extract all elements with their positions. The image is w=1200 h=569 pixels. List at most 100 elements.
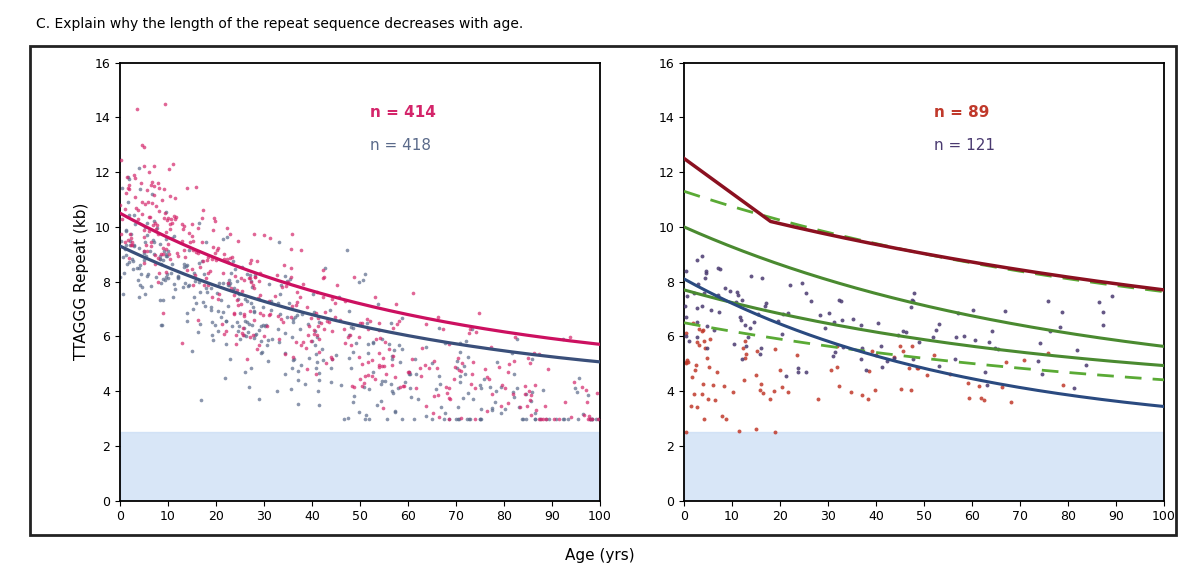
Point bbox=[1103, 291, 1122, 300]
Point bbox=[1038, 297, 1057, 306]
Point bbox=[130, 244, 149, 253]
Point bbox=[564, 377, 583, 386]
Point bbox=[382, 318, 401, 327]
Point bbox=[164, 232, 184, 241]
Point bbox=[218, 302, 238, 311]
Point bbox=[1090, 298, 1109, 307]
Point bbox=[372, 380, 391, 389]
Point bbox=[470, 380, 490, 389]
Point bbox=[292, 361, 311, 370]
Point bbox=[241, 277, 260, 286]
Point bbox=[734, 376, 754, 385]
Point bbox=[451, 413, 470, 422]
Point bbox=[151, 254, 170, 263]
Point bbox=[182, 232, 202, 241]
Point bbox=[871, 341, 890, 350]
Point bbox=[449, 414, 468, 423]
Point bbox=[119, 183, 138, 192]
Point bbox=[536, 414, 556, 423]
Point bbox=[970, 382, 989, 391]
Point bbox=[142, 237, 161, 246]
Point bbox=[182, 219, 202, 228]
Point bbox=[449, 402, 468, 411]
Point bbox=[472, 405, 491, 414]
Point bbox=[230, 308, 250, 318]
Point bbox=[235, 316, 254, 325]
Point bbox=[371, 397, 390, 406]
Point bbox=[474, 374, 493, 384]
Point bbox=[863, 347, 882, 356]
Point bbox=[852, 354, 871, 364]
Point bbox=[908, 363, 928, 372]
Point bbox=[134, 232, 154, 241]
Point bbox=[155, 100, 174, 109]
Point bbox=[424, 408, 443, 417]
Point bbox=[731, 316, 750, 325]
Point bbox=[218, 258, 238, 267]
Point bbox=[466, 414, 485, 423]
Point bbox=[299, 319, 318, 328]
Point bbox=[328, 281, 347, 290]
Point bbox=[454, 394, 473, 403]
Point bbox=[463, 357, 482, 366]
Point bbox=[221, 254, 240, 263]
Point bbox=[578, 391, 598, 400]
Point bbox=[431, 379, 450, 388]
Point bbox=[307, 333, 326, 342]
Point bbox=[148, 224, 167, 233]
Point bbox=[198, 255, 217, 265]
Point bbox=[188, 248, 208, 257]
Point bbox=[185, 271, 204, 280]
Point bbox=[412, 371, 431, 380]
Point bbox=[248, 257, 268, 266]
Point bbox=[827, 362, 846, 372]
Point bbox=[398, 368, 418, 377]
Point bbox=[154, 256, 173, 265]
Point bbox=[694, 415, 713, 424]
Point bbox=[343, 348, 362, 357]
Point bbox=[749, 309, 768, 318]
Point bbox=[433, 325, 452, 334]
Point bbox=[688, 304, 707, 313]
Point bbox=[140, 212, 160, 221]
Point bbox=[323, 294, 342, 303]
Point bbox=[146, 225, 166, 234]
Point bbox=[407, 384, 426, 393]
Point bbox=[793, 279, 812, 288]
Point bbox=[110, 201, 130, 210]
Point bbox=[245, 334, 264, 343]
Point bbox=[214, 235, 233, 244]
Point bbox=[948, 308, 967, 318]
Point bbox=[154, 308, 173, 318]
Point bbox=[208, 244, 227, 253]
Point bbox=[455, 361, 474, 370]
Point bbox=[154, 184, 173, 193]
Point bbox=[178, 316, 197, 325]
Point bbox=[229, 290, 248, 299]
Point bbox=[516, 390, 535, 399]
Point bbox=[258, 336, 277, 345]
Point bbox=[472, 414, 491, 423]
Point bbox=[680, 401, 700, 410]
Point bbox=[382, 380, 401, 389]
Point bbox=[463, 369, 482, 378]
Point bbox=[385, 407, 404, 416]
Point bbox=[292, 246, 311, 255]
Point bbox=[487, 357, 506, 366]
Point bbox=[260, 310, 280, 319]
Point bbox=[166, 193, 185, 203]
Point bbox=[344, 382, 364, 391]
Point bbox=[191, 288, 210, 297]
Point bbox=[355, 379, 374, 388]
Point bbox=[137, 230, 156, 240]
Point bbox=[522, 387, 541, 397]
Point bbox=[185, 269, 204, 278]
Text: n = 121: n = 121 bbox=[934, 138, 995, 153]
Point bbox=[149, 277, 168, 286]
Point bbox=[416, 343, 436, 352]
Point bbox=[163, 159, 182, 168]
Point bbox=[689, 341, 708, 350]
Point bbox=[314, 272, 334, 281]
Point bbox=[192, 214, 211, 223]
Point bbox=[529, 349, 548, 358]
